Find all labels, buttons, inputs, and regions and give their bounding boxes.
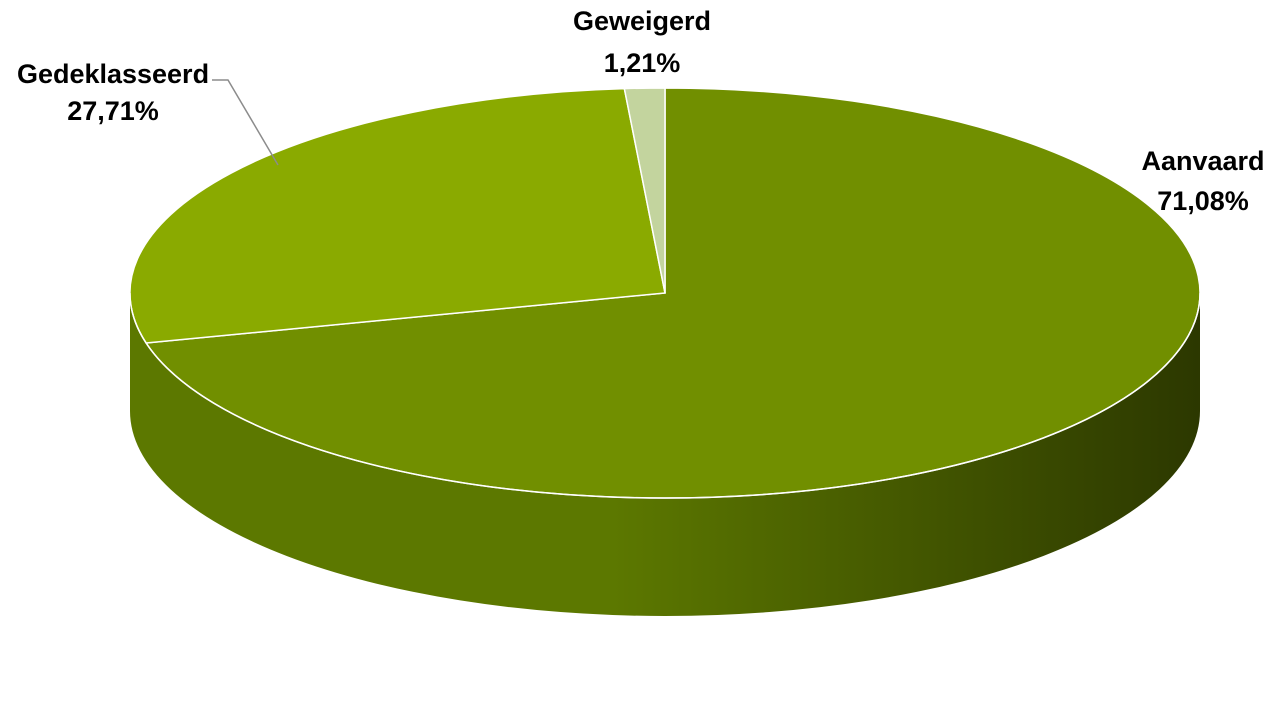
label-name-geweigerd: Geweigerd (573, 6, 711, 36)
label-value-aanvaard: 71,08% (1157, 186, 1249, 216)
pie-rim-edge (129, 292, 1201, 499)
label-value-gedeklasseerd: 27,71% (67, 96, 159, 126)
label-name-gedeklasseerd: Gedeklasseerd (17, 59, 209, 89)
leader-line-gedeklasseerd (212, 79, 279, 166)
label-name-aanvaard: Aanvaard (1141, 146, 1264, 176)
pie-side-wall (130, 293, 1200, 616)
label-value-geweigerd: 1,21% (604, 48, 681, 78)
pie-slice-geweigerd (623, 87, 666, 294)
